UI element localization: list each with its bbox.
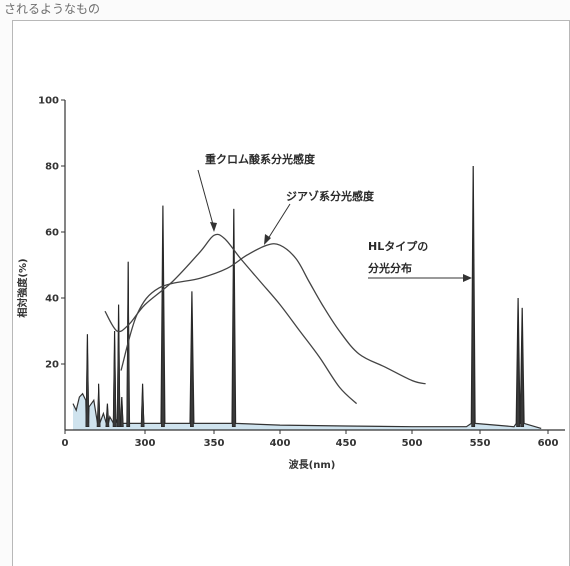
spectrum-peak-3 [112, 330, 117, 427]
spectrum-peak-4 [116, 304, 121, 427]
spectrum-peak-13 [520, 307, 525, 427]
x-tick-label: 550 [470, 438, 491, 449]
y-tick-label: 80 [45, 162, 59, 173]
x-tick-label: 0 [62, 438, 69, 449]
annotation-hl-line2: 分光分布 [368, 261, 412, 275]
spectrum-peak-2 [105, 403, 110, 427]
annotation-diazo: ジアゾ系分光感度 [286, 189, 375, 203]
spectrum-peak-7 [140, 383, 145, 427]
annotation-dichromate: 重クロム酸系分光感度 [205, 152, 316, 166]
annotation-arrow-diazo [265, 203, 291, 243]
axes-layer: 20 40 60 80 100 0 300 350 400 450 500 550 600 波長(nm) 相… [16, 96, 565, 471]
spectrum-line-layer [72, 165, 542, 429]
y-axis-title: 相対強度(%) [16, 258, 29, 317]
spectrum-peak-10 [231, 208, 236, 427]
arrowhead-hl [463, 274, 472, 282]
dichromate-sensitivity-curve [104, 233, 358, 405]
x-tick-label: 350 [204, 438, 225, 449]
top-caption: されるようなもの [4, 2, 101, 16]
x-tick-label: 300 [135, 438, 156, 449]
x-tick-label: 450 [336, 438, 357, 449]
arrowhead-diazo [264, 234, 271, 245]
spectrum-peak-12 [516, 297, 520, 427]
annotation-arrow-dichromate [197, 169, 215, 229]
arrowhead-dichromate [210, 222, 217, 232]
x-axis-title: 波長(nm) [289, 458, 336, 471]
spectrum-peak-5 [119, 396, 124, 427]
spectrum-peak-11 [471, 165, 476, 427]
y-tick-label: 100 [38, 96, 59, 107]
x-tick-label: 600 [538, 438, 559, 449]
spectrum-peak-9 [190, 291, 194, 427]
y-tick-label: 40 [45, 294, 59, 305]
y-tick-label: 60 [45, 228, 59, 239]
spectrum-peak-8 [161, 205, 165, 427]
spectrum-peak-0 [85, 334, 90, 427]
spectrum-peak-1 [96, 383, 101, 427]
annotation-hl-line1: HLタイプの [368, 239, 428, 253]
y-tick-label: 20 [45, 360, 59, 371]
x-tick-label: 400 [270, 438, 291, 449]
x-tick-label: 500 [402, 438, 423, 449]
spectrum-line [72, 165, 542, 429]
diazo-sensitivity-curve [120, 243, 426, 385]
curves-layer [104, 233, 426, 405]
